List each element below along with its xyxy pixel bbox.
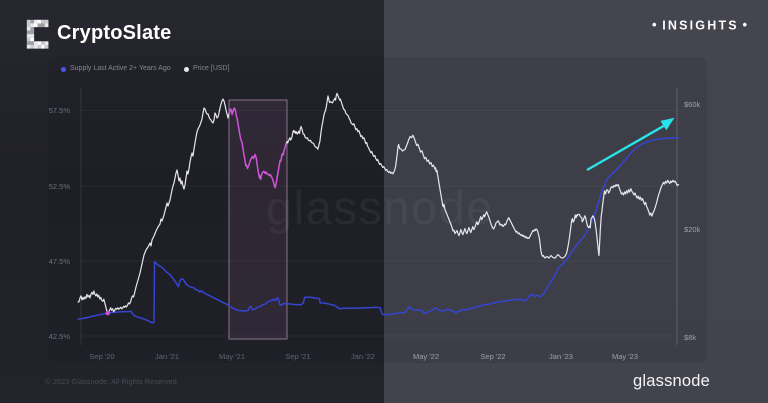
svg-text:glassnode: glassnode: [266, 181, 494, 234]
